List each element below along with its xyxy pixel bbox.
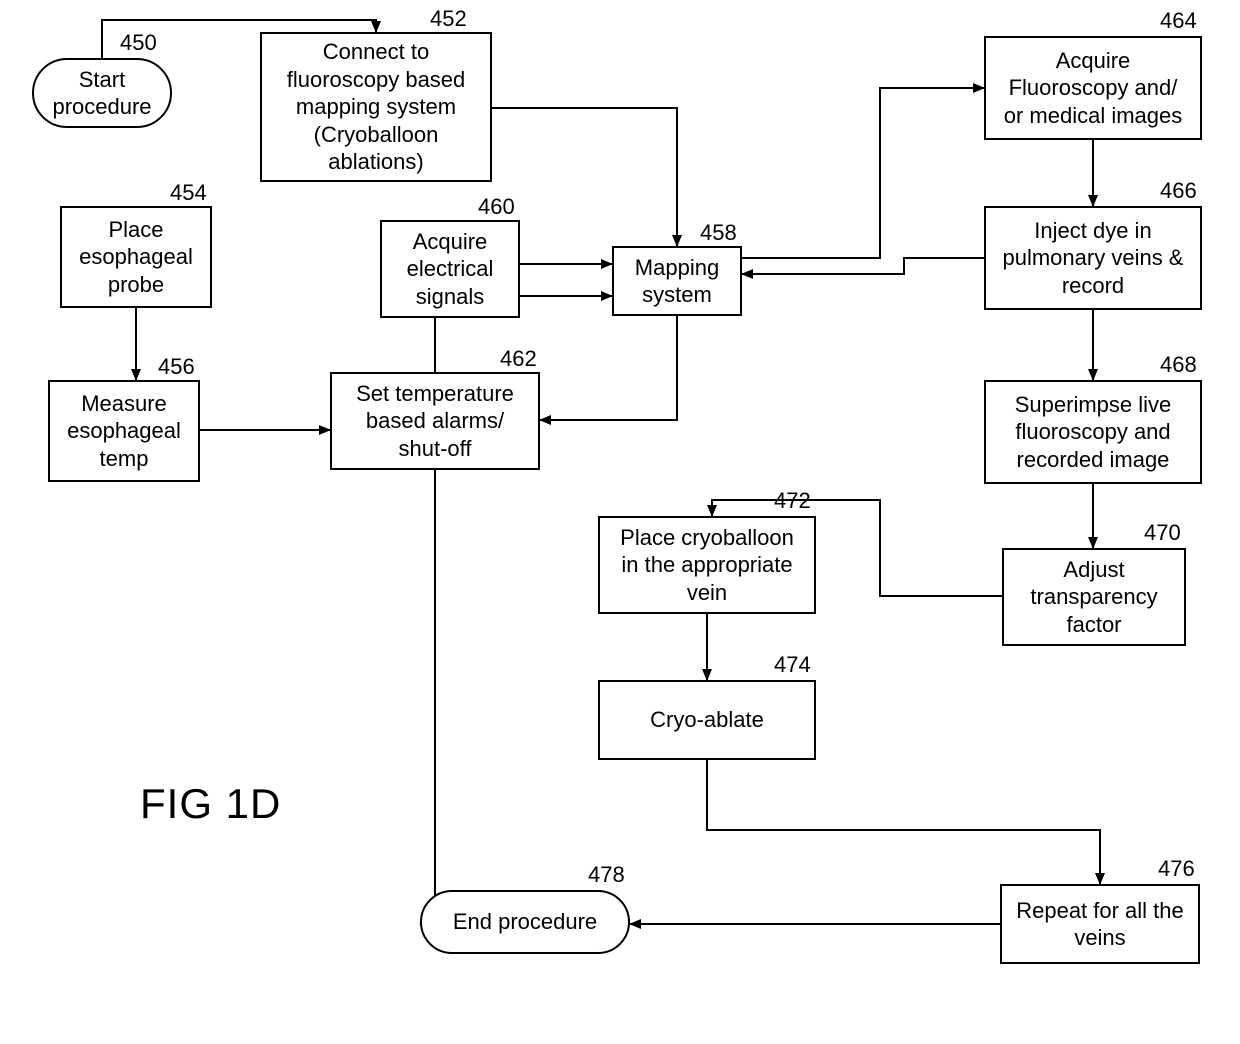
flow-node-number: 460 — [478, 194, 515, 220]
flow-node-label: Set temperaturebased alarms/shut-off — [356, 380, 514, 463]
flow-node-n462: Set temperaturebased alarms/shut-off — [330, 372, 540, 470]
flow-node-label: Cryo-ablate — [650, 706, 764, 734]
flow-node-n474: Cryo-ablate — [598, 680, 816, 760]
edge-n458-n464 — [742, 88, 984, 258]
edge-n474-n476 — [707, 760, 1100, 884]
flow-node-number: 468 — [1160, 352, 1197, 378]
flow-node-n468: Superimpse livefluoroscopy andrecorded i… — [984, 380, 1202, 484]
flow-node-n450: Startprocedure — [32, 58, 172, 128]
edge-n462-n478 — [420, 470, 435, 924]
edge-n466-n458 — [742, 258, 984, 274]
flow-node-number: 450 — [120, 30, 157, 56]
flow-node-label: Connect tofluoroscopy basedmapping syste… — [287, 38, 466, 176]
flow-node-label: Place cryoballoonin the appropriatevein — [620, 524, 794, 607]
flow-node-label: Repeat for all theveins — [1016, 897, 1184, 952]
flow-node-n456: Measureesophagealtemp — [48, 380, 200, 482]
flow-node-n476: Repeat for all theveins — [1000, 884, 1200, 964]
flow-node-label: Acquireelectricalsignals — [407, 228, 494, 311]
flow-node-number: 456 — [158, 354, 195, 380]
flow-node-number: 474 — [774, 652, 811, 678]
flow-node-n452: Connect tofluoroscopy basedmapping syste… — [260, 32, 492, 182]
flow-node-label: Superimpse livefluoroscopy andrecorded i… — [1015, 391, 1172, 474]
edge-n458-n462 — [540, 316, 677, 420]
flow-node-number: 452 — [430, 6, 467, 32]
flow-node-number: 472 — [774, 488, 811, 514]
flow-node-number: 470 — [1144, 520, 1181, 546]
flow-node-n472: Place cryoballoonin the appropriatevein — [598, 516, 816, 614]
flow-node-number: 462 — [500, 346, 537, 372]
flow-node-label: Adjusttransparencyfactor — [1030, 556, 1157, 639]
flow-node-label: Placeesophagealprobe — [79, 216, 193, 299]
flow-node-n460: Acquireelectricalsignals — [380, 220, 520, 318]
flow-node-n458: Mappingsystem — [612, 246, 742, 316]
figure-label: FIG 1D — [140, 780, 281, 828]
flow-node-label: Measureesophagealtemp — [67, 390, 181, 473]
flow-node-number: 466 — [1160, 178, 1197, 204]
flow-node-label: End procedure — [453, 908, 597, 936]
flow-node-number: 458 — [700, 220, 737, 246]
flow-node-label: Startprocedure — [52, 66, 151, 121]
flow-node-label: AcquireFluoroscopy and/or medical images — [1004, 47, 1183, 130]
flow-node-label: Inject dye inpulmonary veins &record — [1003, 217, 1184, 300]
flow-node-n466: Inject dye inpulmonary veins &record — [984, 206, 1202, 310]
flow-node-n478: End procedure — [420, 890, 630, 954]
flow-node-n470: Adjusttransparencyfactor — [1002, 548, 1186, 646]
flow-node-number: 478 — [588, 862, 625, 888]
flow-node-number: 464 — [1160, 8, 1197, 34]
flow-node-number: 476 — [1158, 856, 1195, 882]
flow-node-label: Mappingsystem — [635, 254, 719, 309]
flow-node-n464: AcquireFluoroscopy and/or medical images — [984, 36, 1202, 140]
flow-node-number: 454 — [170, 180, 207, 206]
flow-node-n454: Placeesophagealprobe — [60, 206, 212, 308]
